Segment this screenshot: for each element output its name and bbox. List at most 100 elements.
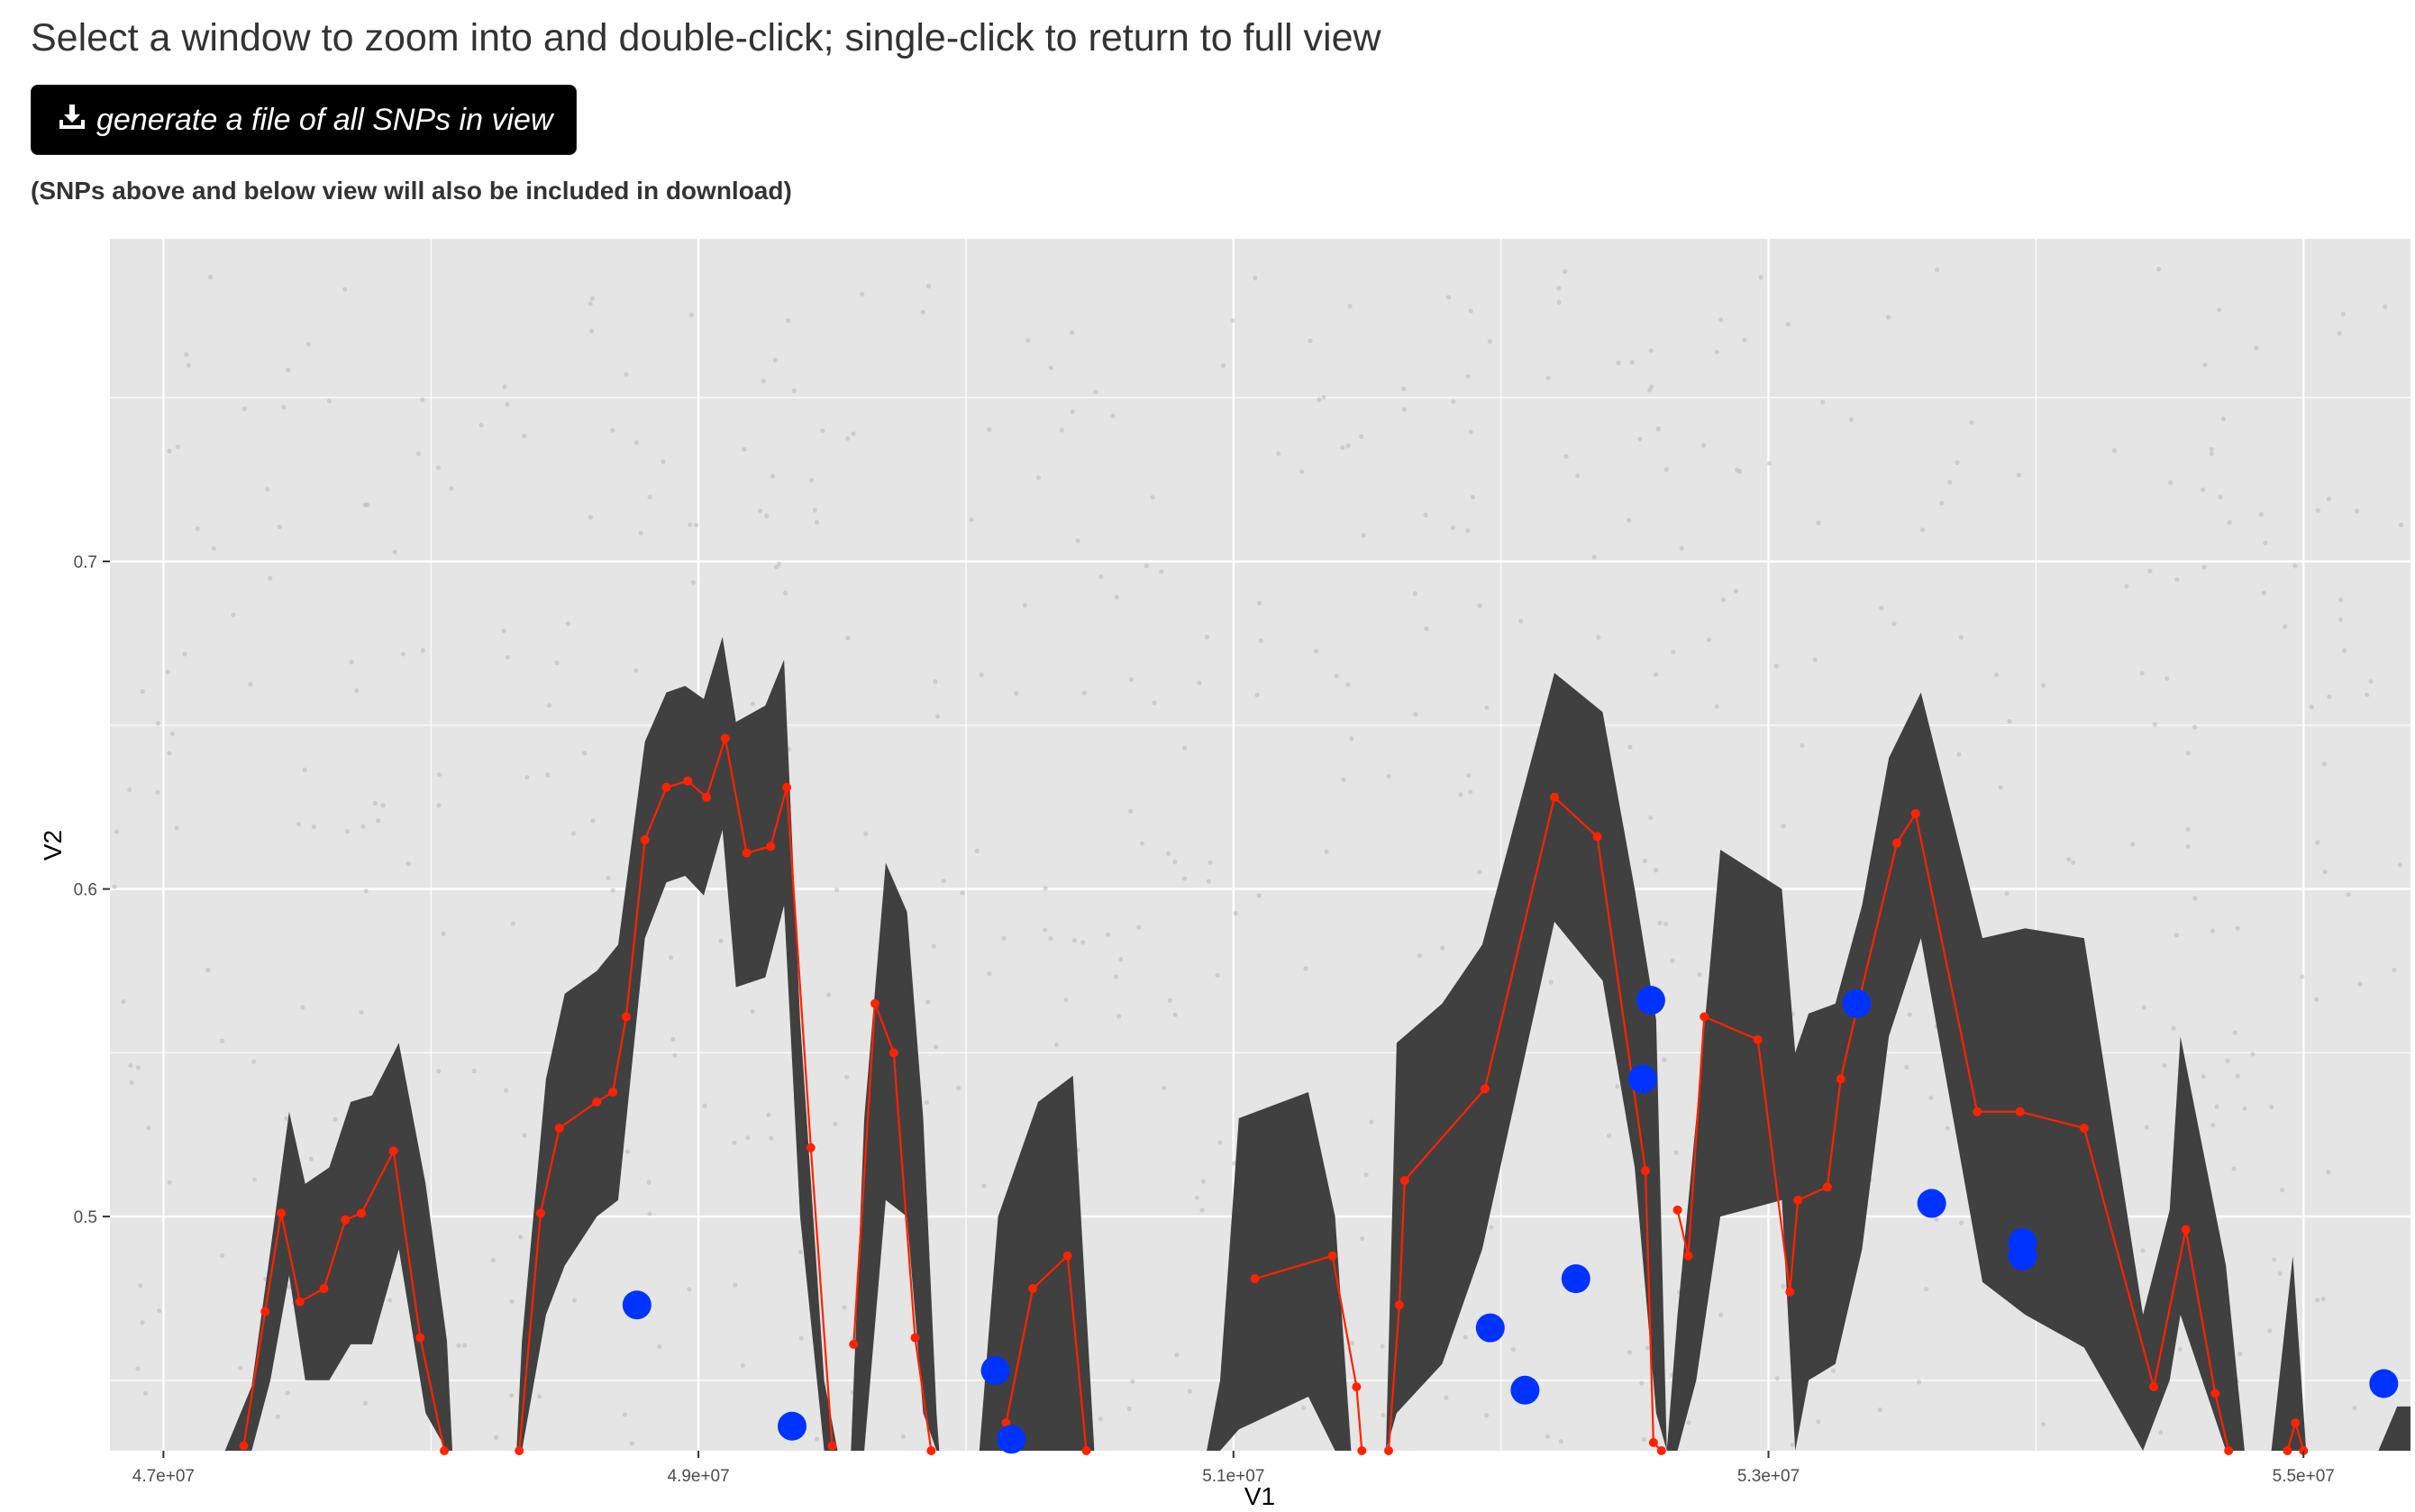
background-point [629,1441,634,1446]
background-point [1347,304,1353,309]
background-point [2152,722,2158,727]
background-point [354,688,360,693]
background-point [1816,520,1821,525]
background-point [400,651,406,657]
background-point [1386,773,1391,779]
background-point [1663,921,1669,927]
background-point [135,1366,141,1371]
background-point [1718,1312,1724,1317]
background-point [2171,1025,2176,1031]
background-point [1548,979,1554,985]
background-point [1118,957,1124,962]
background-point [1706,637,1712,642]
background-point [1167,997,1172,1003]
highlight-point[interactable] [1561,1264,1590,1294]
background-point [435,465,441,470]
highlight-point[interactable] [2369,1369,2399,1398]
highlight-point[interactable] [1628,1064,1658,1094]
series-point [1892,838,1902,848]
highlight-point[interactable] [2008,1241,2037,1271]
background-point [1116,1014,1122,1019]
background-point [1820,399,1826,405]
highlight-point[interactable] [1917,1189,1946,1218]
background-point [1345,682,1351,688]
series-point [701,792,711,802]
background-point [565,621,571,626]
background-point [1159,569,1164,575]
background-point [773,564,779,569]
highlight-point[interactable] [1510,1375,1540,1405]
background-point [633,440,639,445]
background-point [1558,1439,1564,1444]
background-point [167,751,172,756]
series-point [1785,1287,1795,1297]
background-point [2202,362,2208,368]
background-point [2283,624,2288,629]
highlight-point[interactable] [1842,988,1872,1018]
series-point [1394,1300,1404,1310]
series-point [592,1097,602,1107]
background-point [834,888,840,893]
background-point [1114,595,1119,600]
highlight-point[interactable] [622,1290,652,1320]
background-point [1081,690,1087,696]
background-point [987,427,992,433]
background-point [1345,443,1351,449]
background-point [2040,1422,2046,1427]
background-point [956,1085,961,1090]
background-point [1627,744,1633,750]
background-point [1736,469,1743,474]
background-point [582,751,588,756]
background-point [1231,1161,1237,1166]
background-point [2158,1430,2164,1435]
snp-plot[interactable]: 4.7e+07 4.9e+07 5.1e+07 5.3e+07 5.5e+07 0.50… [0,225,2415,1512]
background-point [1253,275,1258,281]
background-point [2201,564,2207,569]
background-point [2070,860,2076,865]
background-point [1662,1057,1667,1062]
series-point [2149,1382,2159,1392]
highlight-points[interactable] [622,986,2399,1454]
background-point [281,405,287,410]
background-point [2314,840,2320,845]
highlight-point[interactable] [980,1355,1010,1385]
background-point [1697,972,1702,978]
background-point [522,433,527,439]
y-tick-label: 0.5 [74,1208,97,1227]
background-point [1136,925,1142,930]
highlight-point[interactable] [777,1411,807,1441]
background-point [1150,495,1155,500]
background-point [1645,1345,1651,1351]
background-point [1766,460,1773,466]
background-point [146,1125,151,1131]
background-point [571,1298,578,1303]
grid-minor [110,239,2410,1451]
background-point [1642,858,1648,864]
background-point [2368,679,2374,684]
background-point [554,660,560,666]
series-point [2079,1123,2089,1133]
background-point [2392,967,2397,973]
background-point [610,428,615,433]
background-point [1412,591,1417,597]
background-point [1217,1140,1223,1145]
background-point [661,459,666,465]
background-point [1934,1216,1939,1222]
highlight-point[interactable] [997,1425,1026,1454]
series-point [1357,1446,1367,1455]
highlight-point[interactable] [1475,1313,1505,1343]
background-point [1113,974,1119,979]
background-point [205,968,211,973]
series-point [1640,1166,1650,1176]
background-point [2209,451,2214,457]
background-point [812,507,817,513]
background-point [647,1211,652,1216]
download-snps-button[interactable]: generate a file of all SNPs in view [31,85,577,155]
background-point [157,1308,162,1314]
background-point [1648,815,1654,821]
background-point [941,879,946,884]
background-point [772,358,778,363]
background-point [920,309,925,314]
series-point [319,1284,329,1294]
highlight-point[interactable] [1636,986,1665,1016]
